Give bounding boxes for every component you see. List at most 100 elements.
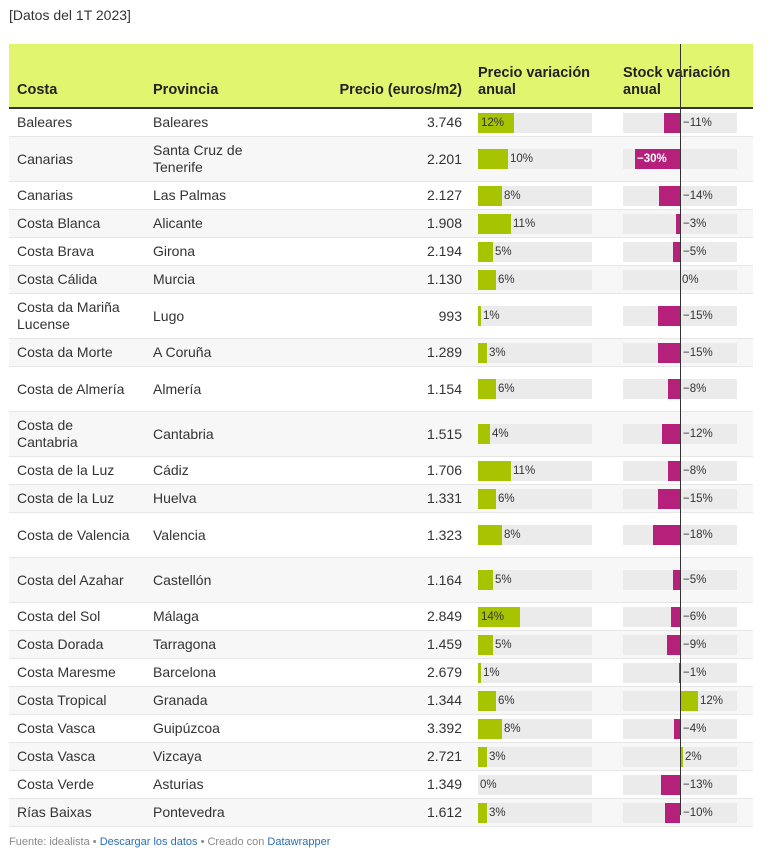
precio-variacion-track: 8% [478, 718, 592, 739]
stock-variacion-label: 0% [682, 273, 699, 286]
table-row: Costa de la Luz Huelva 1.331 6% −15% [9, 484, 753, 513]
precio-variacion-bar [478, 241, 493, 262]
table-header-row: Costa Provincia Precio (euros/m2) Precio… [9, 44, 753, 109]
table-row: Costa Maresme Barcelona 2.679 1% −1% [9, 658, 753, 687]
stock-variacion-label: −12% [683, 428, 713, 440]
table-row: Costa de Almería Almería 1.154 6% −8% [9, 366, 753, 412]
cell-precio-variacion: 11% [470, 209, 615, 238]
cell-precio: 2.194 [285, 237, 470, 266]
cell-precio-variacion: 8% [470, 181, 615, 210]
cell-precio-variacion: 8% [470, 714, 615, 743]
stock-variacion-label: −10% [683, 806, 713, 819]
precio-variacion-track: 6% [478, 488, 592, 509]
cell-stock-variacion: −14% [615, 181, 753, 210]
cell-stock-variacion: −6% [615, 602, 753, 631]
stock-variacion-label: −30% [637, 153, 667, 165]
precio-variacion-label: 1% [483, 310, 500, 322]
precio-variacion-bar [478, 213, 511, 234]
stock-variacion-label: −15% [683, 492, 713, 505]
stock-variacion-label: −13% [683, 778, 713, 791]
cell-precio: 1.515 [285, 411, 470, 457]
cell-costa: Canarias [9, 181, 145, 210]
precio-variacion-track: 5% [478, 241, 592, 262]
precio-variacion-bar [478, 690, 496, 711]
table-row: Costa de Cantabria Cantabria 1.515 4% −12% [9, 411, 753, 457]
cell-provincia: Cantabria [145, 411, 285, 457]
precio-variacion-track: 5% [478, 570, 592, 590]
cell-precio: 1.130 [285, 265, 470, 294]
precio-variacion-label: 1% [483, 666, 500, 679]
cell-precio-variacion: 3% [470, 798, 615, 827]
cell-precio: 1.331 [285, 484, 470, 513]
precio-variacion-label: 10% [510, 153, 534, 165]
stock-variacion-label: −15% [683, 346, 713, 359]
datawrapper-link[interactable]: Datawrapper [267, 836, 331, 848]
stock-zero-axis-line [680, 44, 681, 815]
cell-costa: Costa Blanca [9, 209, 145, 238]
cell-precio: 1.459 [285, 630, 470, 659]
stock-variacion-label: −15% [683, 310, 713, 322]
stock-variacion-bar [660, 774, 680, 795]
stock-variacion-label: −5% [683, 574, 707, 586]
header-precio[interactable]: Precio (euros/m2) [285, 44, 470, 109]
cell-provincia: Murcia [145, 265, 285, 294]
stock-variacion-bar [657, 306, 680, 326]
cell-precio: 1.323 [285, 512, 470, 558]
cell-precio: 1.706 [285, 456, 470, 485]
stock-variacion-bar [635, 149, 680, 169]
cell-precio-variacion: 10% [470, 136, 615, 182]
cell-stock-variacion: 0% [615, 265, 753, 294]
cell-precio-variacion: 0% [470, 770, 615, 799]
precio-variacion-label: 8% [504, 529, 521, 541]
precio-variacion-label: 6% [498, 273, 515, 286]
stock-variacion-label: −8% [683, 464, 707, 477]
header-provincia[interactable]: Provincia [145, 44, 285, 109]
cell-provincia: Granada [145, 686, 285, 715]
precio-variacion-label: 3% [489, 806, 506, 819]
cell-precio: 3.746 [285, 108, 470, 137]
table-row: Costa del Azahar Castellón 1.164 5% −5% [9, 557, 753, 603]
stock-variacion-label: −4% [683, 722, 707, 735]
cell-stock-variacion: 2% [615, 742, 753, 771]
cell-stock-variacion: −3% [615, 209, 753, 238]
precio-variacion-label: 0% [480, 778, 497, 791]
cell-provincia: Girona [145, 237, 285, 266]
cell-costa: Costa Vasca [9, 742, 145, 771]
cell-stock-variacion: −15% [615, 484, 753, 513]
header-costa[interactable]: Costa [9, 44, 145, 109]
cell-precio: 2.721 [285, 742, 470, 771]
cell-costa: Costa de Almería [9, 366, 145, 412]
cell-stock-variacion: −1% [615, 658, 753, 687]
table-row: Costa Verde Asturias 1.349 0% −13% [9, 770, 753, 799]
cell-precio-variacion: 3% [470, 338, 615, 367]
cell-costa: Costa de la Luz [9, 484, 145, 513]
cell-costa: Costa de Cantabria [9, 411, 145, 457]
cell-precio: 1.289 [285, 338, 470, 367]
table-row: Costa Tropical Granada 1.344 6% 12% [9, 686, 753, 715]
precio-variacion-track: 3% [478, 342, 592, 363]
precio-variacion-bar [478, 570, 493, 590]
table-row: Costa de Valencia Valencia 1.323 8% −18% [9, 512, 753, 558]
cell-stock-variacion: −5% [615, 237, 753, 266]
precio-variacion-track: 1% [478, 306, 592, 326]
cell-provincia: Huelva [145, 484, 285, 513]
stock-variacion-bar [672, 570, 680, 590]
header-stock-variacion[interactable]: Stock variación anual [615, 44, 753, 109]
stock-variacion-label: −14% [683, 189, 713, 202]
precio-variacion-label: 4% [492, 428, 509, 440]
cell-precio: 1.164 [285, 557, 470, 603]
cell-stock-variacion: −8% [615, 456, 753, 485]
stock-variacion-bar [680, 690, 698, 711]
download-data-link[interactable]: Descargar los datos [99, 836, 198, 848]
cell-stock-variacion: −10% [615, 798, 753, 827]
stock-variacion-bar [674, 718, 680, 739]
stock-variacion-label: −11% [683, 116, 712, 129]
header-precio-variacion[interactable]: Precio variación anual [470, 44, 615, 109]
cell-precio-variacion: 6% [470, 484, 615, 513]
cell-precio-variacion: 5% [470, 630, 615, 659]
table-body: Baleares Baleares 3.746 12% −11% Canarias Sant… [9, 108, 753, 827]
cell-stock-variacion: −15% [615, 338, 753, 367]
cell-precio-variacion: 1% [470, 658, 615, 687]
cell-precio-variacion: 11% [470, 456, 615, 485]
stock-variacion-label: −9% [683, 638, 707, 651]
